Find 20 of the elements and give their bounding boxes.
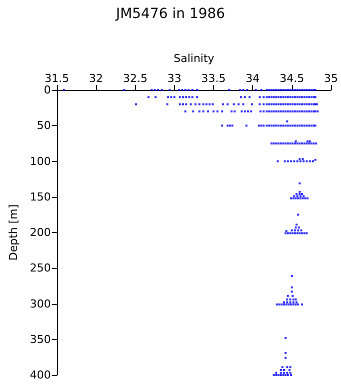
y-axis-title: Depth [m] <box>7 204 20 261</box>
x-tick-label: 32.5 <box>122 72 148 85</box>
x-tick-label: 35 <box>324 72 338 85</box>
y-tick-label: 100 <box>30 154 51 168</box>
y-tick-label: 150 <box>30 190 51 204</box>
x-tick-label: 33.5 <box>201 72 226 85</box>
y-tick-label: 200 <box>30 226 51 239</box>
y-tick-label: 350 <box>30 332 51 346</box>
x-tick-label: 33 <box>167 72 182 85</box>
x-tick-label: 32 <box>89 72 104 85</box>
x-tick-label: 31.5 <box>44 72 70 85</box>
y-tick-label: 0 <box>44 84 51 96</box>
x-tick-label: 34 <box>246 72 260 85</box>
x-axis-title: Salinity <box>174 52 215 65</box>
y-tick-label: 250 <box>30 262 51 275</box>
y-tick-label: 50 <box>36 119 51 132</box>
x-tick-label: 34.5 <box>280 72 304 85</box>
y-tick-label: 300 <box>30 297 51 310</box>
y-tick-label: 400 <box>30 368 51 382</box>
chart-title: JM5476 in 1986 <box>114 6 226 22</box>
